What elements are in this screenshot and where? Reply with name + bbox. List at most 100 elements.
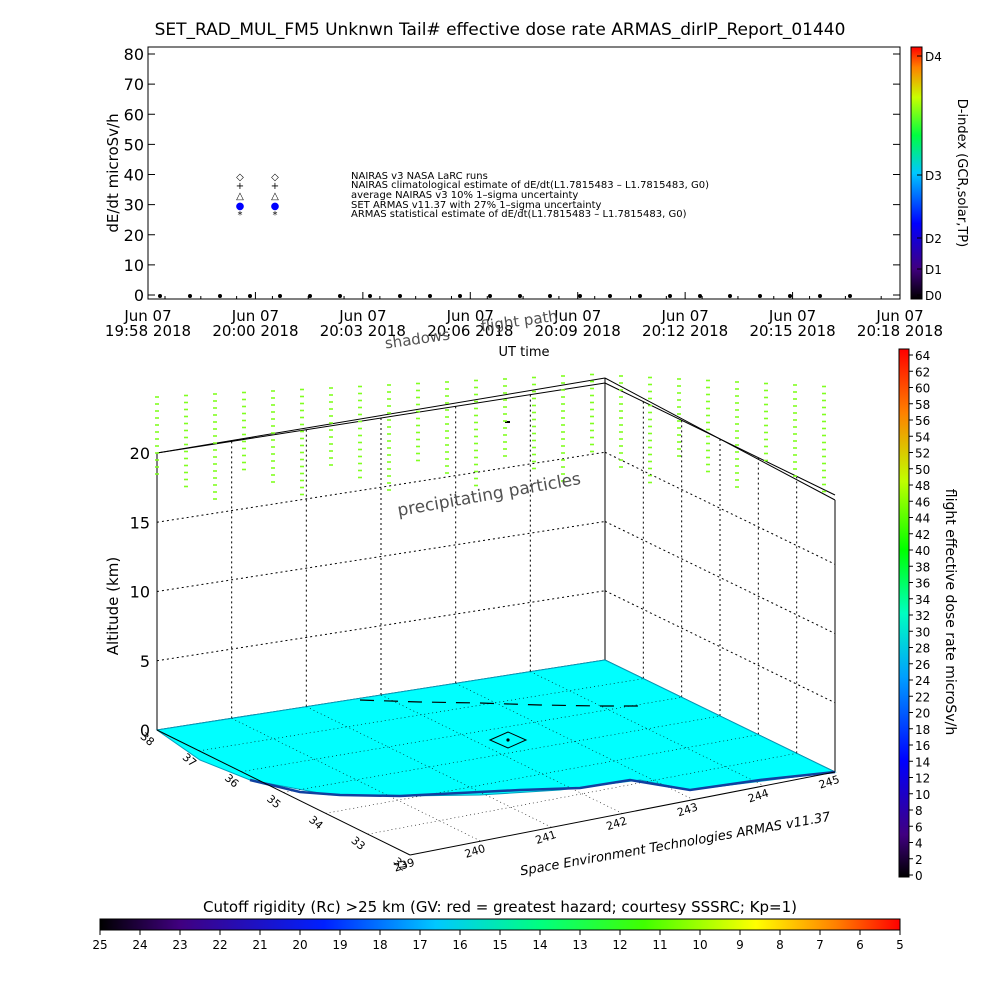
top-x-axis-label: UT time <box>499 345 550 360</box>
legend-label: NAIRAS v3 NASA LaRC runs <box>351 171 488 182</box>
dose-colorbar-tick-label: 44 <box>915 512 930 526</box>
top-x-tick-label-date: Jun 07 <box>446 307 494 325</box>
dose-colorbar-tick-label: 20 <box>915 707 930 721</box>
rc-tick-label: 23 <box>172 938 187 952</box>
cutoff-rigidity-colorbar-group: Cutoff rigidity (Rc) >25 km (GV: red = g… <box>92 898 903 952</box>
legend-symbol: ◇ <box>271 172 279 183</box>
altitude-tick-label: 5 <box>140 652 150 671</box>
top-y-tick-label: 80 <box>124 45 144 64</box>
d-index-tick-label: D2 <box>925 232 942 246</box>
altitude-grid-line <box>604 521 836 634</box>
longitude-tick-label: 243 <box>676 800 700 819</box>
top-y-tick-label: 10 <box>124 256 144 275</box>
floor-grid-line <box>241 697 682 772</box>
legend-label: NAIRAS climatological estimate of dE/dt(… <box>351 180 709 191</box>
airport-point <box>506 738 510 742</box>
d-index-label: D-index (GCR,solar,TP) <box>954 99 969 247</box>
rc-tick-label: 10 <box>692 938 707 952</box>
floor-front-edge <box>409 771 836 856</box>
dose-data-point <box>158 294 162 298</box>
altitude-tick-label: 20 <box>130 444 150 463</box>
floor-left-edge <box>156 729 411 856</box>
top-y-tick-label: 0 <box>134 286 144 305</box>
dose-colorbar-tick-label: 36 <box>915 577 930 591</box>
ground-surface <box>155 659 837 797</box>
dose-colorbar-tick-label: 48 <box>915 479 930 493</box>
dose-colorbar-tick-label: 54 <box>915 430 930 444</box>
dose-rate-colorbar <box>898 348 910 878</box>
altitude-grid-line <box>156 451 606 523</box>
altitude-axis-label: Altitude (km) <box>104 557 122 655</box>
dose-colorbar-tick-label: 56 <box>915 414 930 428</box>
floor-grid-line <box>455 683 694 800</box>
latitude-tick-label: 35 <box>264 792 283 811</box>
dose-colorbar-tick-label: 14 <box>915 755 930 769</box>
rc-tick-label: 25 <box>92 938 107 952</box>
legend-symbol: * <box>273 210 278 221</box>
coastline <box>249 770 836 798</box>
box-edge <box>156 377 606 454</box>
longitude-tick-label: 241 <box>534 828 558 847</box>
dose-colorbar-tick-label: 38 <box>915 560 930 574</box>
top-x-tick-label-date: Jun 07 <box>338 307 386 325</box>
dose-data-point <box>458 294 462 298</box>
airport-marker <box>488 731 528 749</box>
legend-symbol: △ <box>236 191 244 202</box>
top-x-tick-label-date: Jun 07 <box>768 307 816 325</box>
legend-symbol: △ <box>271 191 279 202</box>
legend-label: average NAIRAS v3 10% 1–sigma uncertaint… <box>351 190 578 201</box>
legend-label: ARMAS statistical estimate of dE/dt(L1.7… <box>351 209 687 220</box>
longitude-tick-label: 244 <box>746 787 770 806</box>
chart-title: SET_RAD_MUL_FM5 Unknwn Tail# effective d… <box>154 20 846 40</box>
dose-colorbar-tick-label: 58 <box>915 398 930 412</box>
dose-data-point <box>728 294 732 298</box>
top-x-tick-label-time: 20:12 2018 <box>642 322 728 340</box>
dose-colorbar-tick-label: 26 <box>915 658 930 672</box>
dose-colorbar-tick-label: 16 <box>915 739 930 753</box>
rc-tick-label: 14 <box>532 938 547 952</box>
dose-colorbar-tick-label: 8 <box>915 804 923 818</box>
flight-path-shadow <box>359 699 640 707</box>
top-x-tick-label-time: 20:06 2018 <box>427 322 513 340</box>
d-index-tick-label: D1 <box>925 263 942 277</box>
top-x-tick-label-date: Jun 07 <box>875 307 923 325</box>
dose-data-point <box>488 294 492 298</box>
legend-symbol: ● <box>236 201 245 212</box>
top-plot-frame <box>147 46 901 300</box>
altitude-tick-label: 0 <box>140 721 150 740</box>
dose-data-point <box>668 294 672 298</box>
top-y-axis-label: dE/dt microSv/h <box>104 113 122 232</box>
legend-label: SET ARMAS v11.37 with 27% 1–sigma uncert… <box>351 200 602 211</box>
dose-data-point <box>698 294 702 298</box>
dose-colorbar-tick-label: 32 <box>915 609 930 623</box>
dose-data-point <box>248 294 252 298</box>
dose-data-point <box>548 294 552 298</box>
rc-tick-label: 12 <box>612 938 627 952</box>
rc-tick-label: 22 <box>212 938 227 952</box>
dose-colorbar-tick-label: 60 <box>915 382 930 396</box>
top-y-tick-label: 50 <box>124 135 144 154</box>
longitude-tick-label: 240 <box>463 842 487 861</box>
dose-data-point <box>308 294 312 298</box>
floor-grid-line <box>367 753 797 835</box>
dose-colorbar-tick-label: 10 <box>915 788 930 802</box>
dose-colorbar-tick-label: 52 <box>915 447 930 461</box>
cutoff-rigidity-title: Cutoff rigidity (Rc) >25 km (GV: red = g… <box>203 898 797 916</box>
legend-symbol: ◇ <box>236 172 244 183</box>
dose-colorbar-tick-label: 2 <box>915 853 923 867</box>
rc-tick-label: 18 <box>372 938 387 952</box>
rc-tick-label: 16 <box>452 938 467 952</box>
dose-colorbar-tick-label: 46 <box>915 495 930 509</box>
dose-colorbar-tick-label: 34 <box>915 593 930 607</box>
d-index-tick-label: D3 <box>925 169 942 183</box>
rc-tick-label: 20 <box>292 938 307 952</box>
top-x-tick-label-date: Jun 07 <box>553 307 601 325</box>
rc-tick-label: 9 <box>736 938 744 952</box>
rc-tick-label: 5 <box>896 938 904 952</box>
top-x-tick-label-time: 20:09 2018 <box>535 322 621 340</box>
top-y-tick-label: 60 <box>124 105 144 124</box>
dose-colorbar-tick-label: 42 <box>915 528 930 542</box>
rc-tick-label: 19 <box>332 938 347 952</box>
